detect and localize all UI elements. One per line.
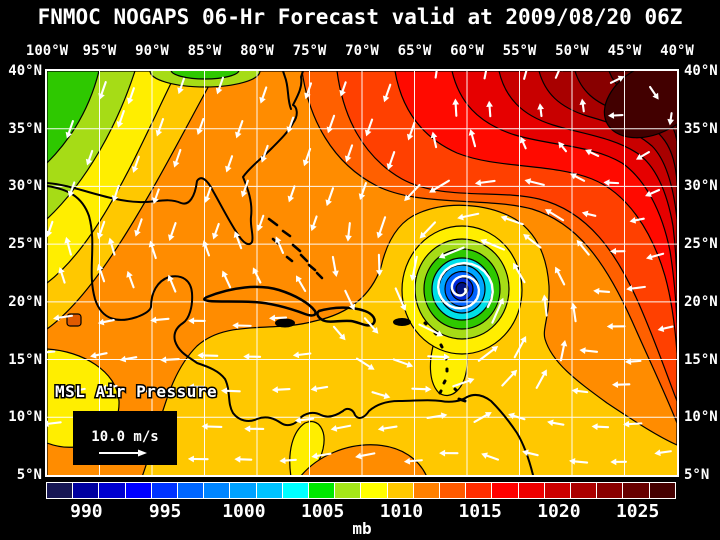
colorbar-cell [597,483,624,498]
lon-tick-label: 80°W [240,43,274,59]
storm-spiral-streamline [436,261,494,310]
lat-tick-label-right: 15°N [684,351,718,368]
lat-tick-label-right: 20°N [684,293,718,310]
lat-tick-label-right: 30°N [684,178,718,195]
lat-tick-label-left: 5°N [16,466,42,483]
lat-tick-label-right: 25°N [684,236,718,253]
lat-tick-label-left: 40°N [8,63,42,79]
colorbar-cell [151,483,179,498]
colorbar-unit-label: mb [352,519,372,538]
lon-tick-label: 55°W [502,43,537,59]
colorbar-cell [230,483,257,498]
colorbar-cell [335,483,362,498]
colorbar-tick-label: 1005 [300,501,345,522]
jamaica-island [275,318,295,328]
colorbar-cell [282,483,310,498]
lon-tick-label: 90°W [135,43,169,59]
colorbar-cell [125,483,152,498]
colorbar-cell [309,483,336,498]
mexico-central-america-coastline [47,185,300,427]
lat-tick-label-right: 10°N [684,409,718,426]
lat-tick-label-left: 25°N [8,236,42,253]
lat-tick-label-left: 10°N [8,409,42,426]
lon-tick-label: 50°W [555,43,589,59]
colorbar-cell [178,483,205,498]
colorbar-tick-label: 1010 [379,501,424,522]
bahamas-islands [267,217,324,280]
lon-tick-label: 100°W [25,43,69,59]
colorbar-cell [387,483,414,498]
hispaniola-island [316,306,376,327]
lon-tick-label: 45°W [607,43,642,59]
colorbar-tick-label: 1020 [537,501,581,522]
colorbar-cell [649,483,675,498]
colorbar-tick-label: 1025 [615,501,660,522]
lon-tick-label: 75°W [292,43,327,59]
coastlines [47,71,534,475]
wind-scale-legend: 10.0 m/s [73,411,177,465]
lat-tick-label-right: 40°N [684,63,718,79]
puerto-rico-island [393,318,411,326]
colorbar-tick-label: 1000 [222,501,266,522]
colorbar-cell [361,483,388,498]
lon-tick-label: 70°W [345,43,379,59]
lon-tick-label: 60°W [450,43,484,59]
colorbar-cell [623,483,650,498]
lon-tick-label: 40°W [660,43,694,59]
lat-tick-label-left: 15°N [8,351,42,368]
pressure-colorbar [46,482,676,499]
lon-tick-label: 65°W [397,43,432,59]
lon-tick-label: 95°W [82,43,117,59]
lat-tick-label-left: 20°N [8,293,42,310]
colorbar-cell [544,483,572,498]
lat-tick-label-right: 5°N [684,466,710,483]
colorbar-cell [571,483,598,498]
colorbar-cell [256,483,283,498]
lon-tick-label: 85°W [187,43,222,59]
colorbar-cell [492,483,519,498]
wind-scale-arrow-icon [99,449,147,457]
colorbar-tick-label: 1015 [458,501,502,522]
colorbar-cell [47,483,74,498]
wind-scale-label: 10.0 m/s [91,429,158,445]
colorbar-cell [518,483,545,498]
lat-tick-label-left: 30°N [8,178,42,195]
lat-tick-label-left: 35°N [8,120,42,137]
colorbar-cell [73,483,100,498]
map-plot-area: MSL Air Pressure 10.0 m/s [45,69,679,477]
colorbar-cell [413,483,441,498]
us-coastline [47,71,304,246]
colorbar-cell [99,483,126,498]
south-america-coastline [298,393,534,475]
cuba-island [203,285,317,317]
field-label: MSL Air Pressure [55,382,217,401]
chesapeake-bay [282,71,292,110]
page-title: FNMOC NOGAPS 06-Hr Forecast valid at 200… [37,5,683,29]
colorbar-cell [440,483,467,498]
wind-arrows [47,71,675,466]
pressure-wind-map: MSL Air Pressure 10.0 m/s [47,71,677,475]
lat-tick-label-right: 35°N [684,120,718,137]
colorbar-tick-label: 990 [70,501,103,522]
colorbar-cell [466,483,493,498]
colorbar-cell [204,483,231,498]
colorbar-tick-label: 995 [148,501,182,522]
